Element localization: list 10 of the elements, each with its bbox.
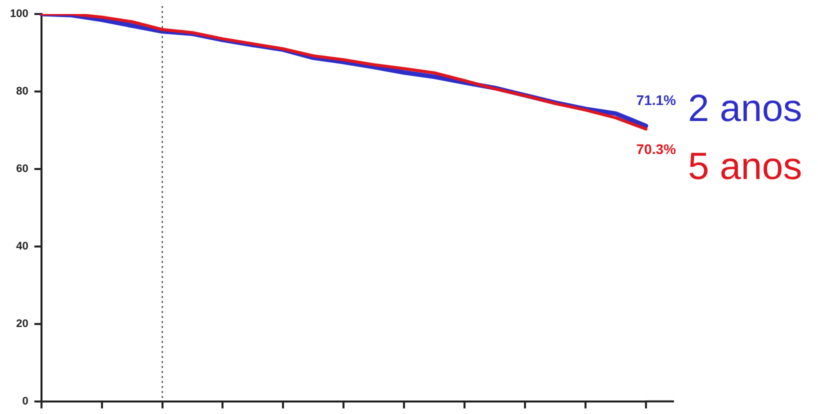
series-label: 2 anos [688,87,802,132]
y-tick-label: 20 [16,318,28,330]
y-tick-label: 60 [16,162,28,175]
data-label: 71.1% [636,92,677,108]
data-label: 70.3% [636,140,677,157]
y-tick-label: 80 [16,86,28,98]
y-tick-label: 0 [22,395,28,408]
y-tick-label: 40 [16,240,28,252]
series-label: 5 anos [688,145,802,190]
y-tick-label: 100 [10,8,28,20]
